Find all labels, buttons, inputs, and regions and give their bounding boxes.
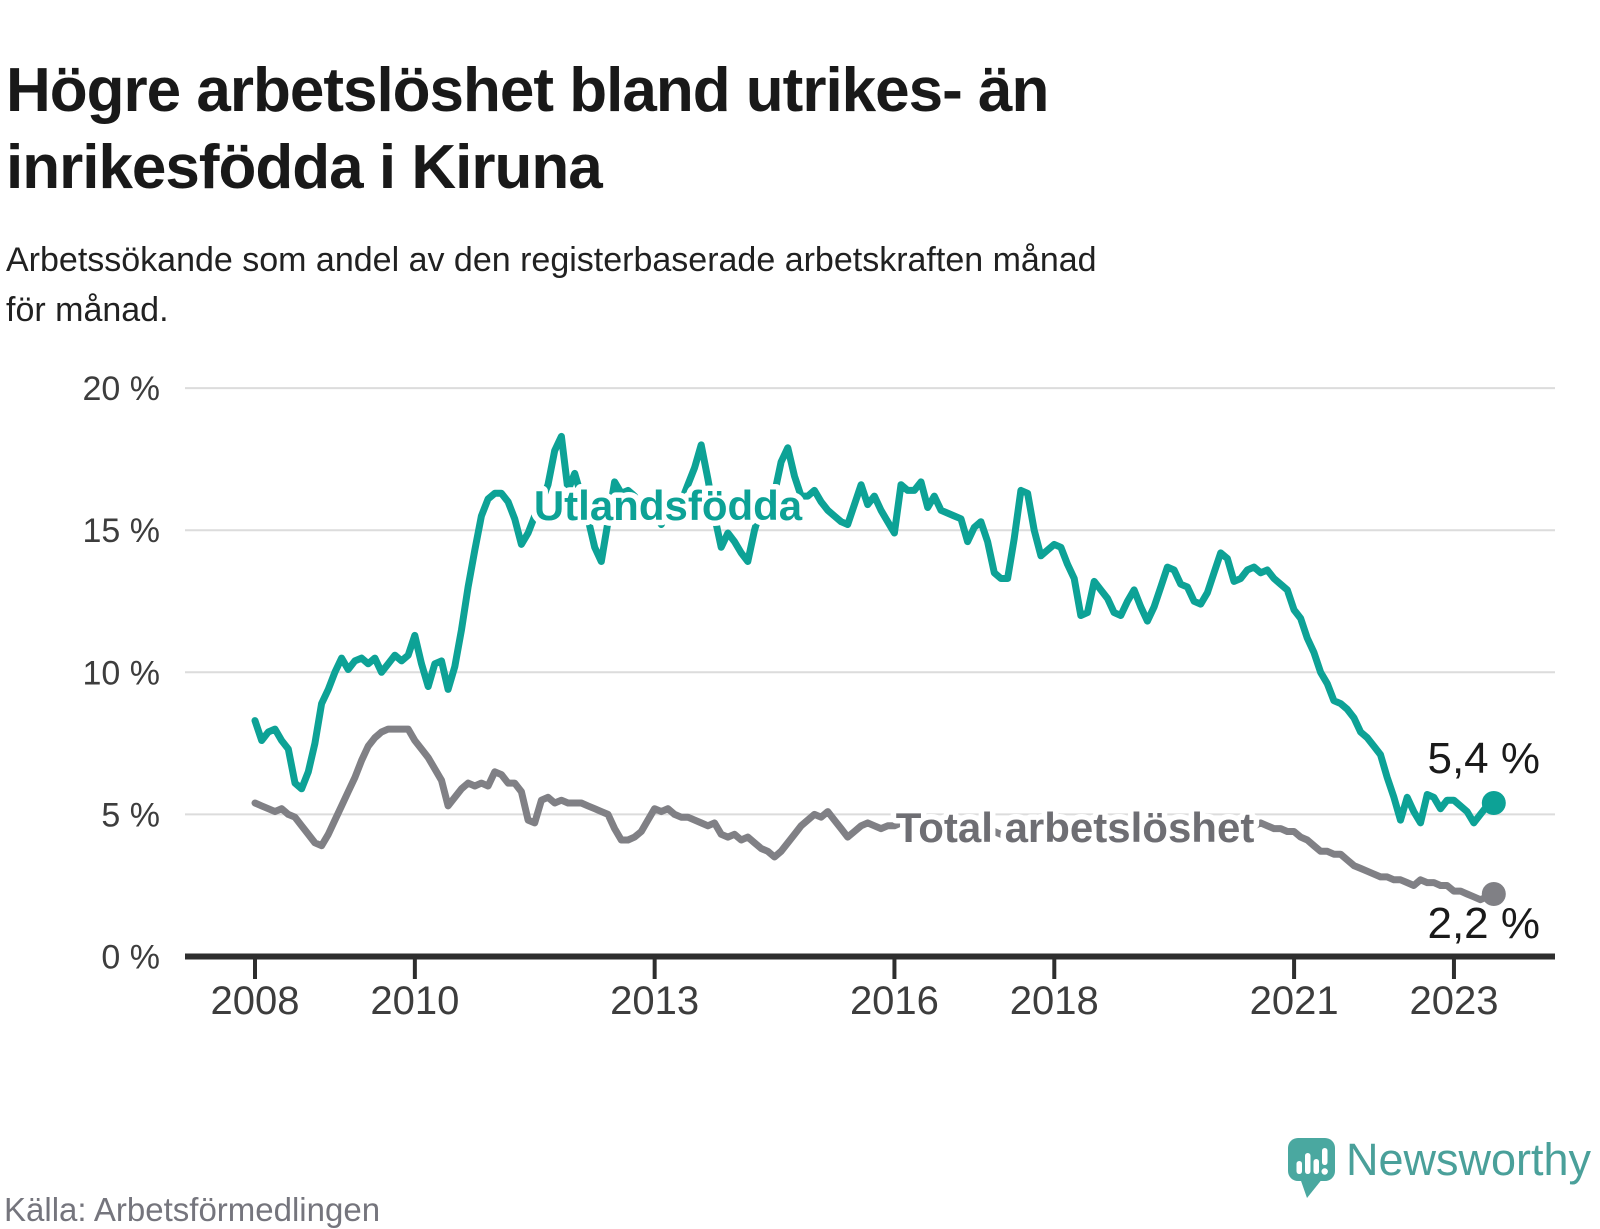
series-label-utlandsfodda: Utlandsfödda [534,482,803,529]
source-note: Källa: Arbetsförmedlingen [4,1191,381,1228]
newsworthy-logo: Newsworthy [1288,1134,1592,1198]
x-tick-label-2010: 2010 [370,979,459,1023]
end-dot-Utlandsfödda [1481,791,1506,815]
end-value-label-utlandsfodda: 5,4 % [1427,734,1540,783]
y-axis-labels: 0 % 5 % 10 % 15 % 20 % [83,370,161,976]
y-tick-label-5: 5 % [101,796,160,834]
page-subtitle: Arbetssökande som andel av den registerb… [6,241,1097,329]
x-tick-label-2021: 2021 [1250,979,1339,1023]
series-annotations: Utlandsfödda Total arbetslöshet 5,4 % 2,… [528,477,1540,949]
page-title: Högre arbetslöshet bland utrikes- än inr… [6,55,1049,203]
newsworthy-logo-text: Newsworthy [1346,1134,1592,1185]
x-tick-label-2008: 2008 [211,979,300,1023]
y-tick-label-15: 15 % [83,512,161,550]
x-axis-ticks: 2008 2010 2013 2016 2018 2021 2023 [211,958,1498,1023]
y-tick-label-0: 0 % [101,939,160,977]
data-series [251,432,1506,906]
y-tick-label-10: 10 % [83,654,161,692]
end-dot-Total arbetslöshet [1481,882,1506,906]
series-label-total-arbetsloshet: Total arbetslöshet [896,804,1255,851]
x-tick-label-2016: 2016 [850,979,939,1023]
x-tick-label-2018: 2018 [1010,979,1099,1023]
line-Total arbetslöshet [251,725,1498,904]
line-chart: 2008 2010 2013 2016 2018 2021 2023 0 % 5 % 10 % 1… [83,370,1555,1023]
line-Utlandsfödda [251,432,1498,827]
x-tick-label-2023: 2023 [1409,979,1498,1023]
gridlines [185,387,1555,816]
newsworthy-logo-icon [1288,1138,1335,1198]
y-tick-label-20: 20 % [83,370,161,408]
x-tick-label-2013: 2013 [610,979,699,1023]
end-value-label-total: 2,2 % [1427,899,1540,948]
